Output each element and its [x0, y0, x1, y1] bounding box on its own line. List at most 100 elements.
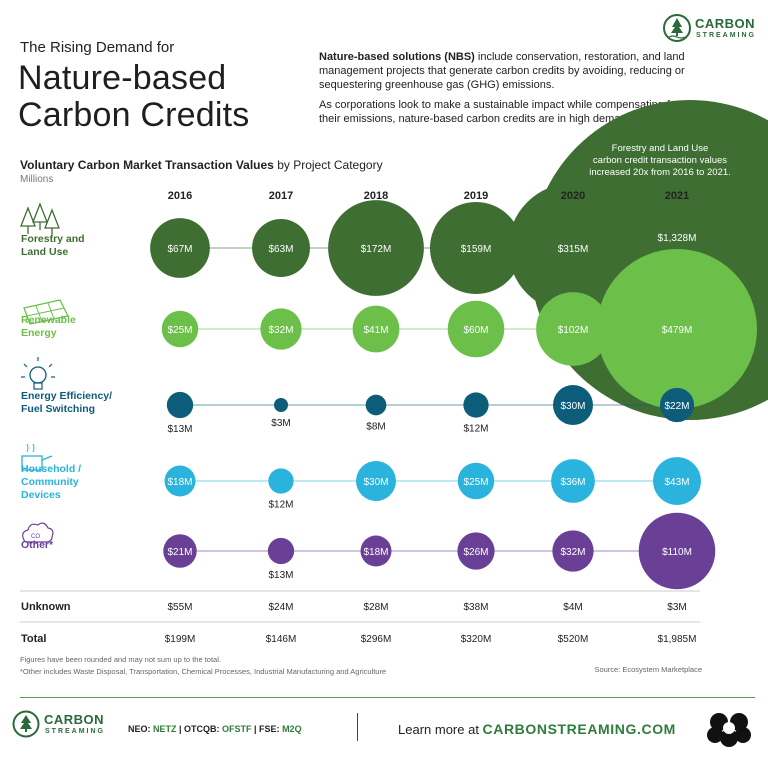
- value-label-0-2021: $1,328M: [658, 233, 697, 244]
- trees-icon: [20, 202, 60, 236]
- brand-logo-footer: CARBON STREAMING: [12, 710, 104, 743]
- value-label-4-2019: $26M: [463, 547, 488, 558]
- year-header-2017: 2017: [269, 190, 293, 202]
- unknown-value-2019: $38M: [463, 602, 488, 613]
- ticker-neo-label: NEO:: [128, 724, 154, 734]
- year-header-2019: 2019: [464, 190, 488, 202]
- bubble-4-2020: [552, 530, 594, 572]
- value-label-1-2020: $102M: [558, 325, 589, 336]
- value-label-2-2017: $3M: [271, 418, 290, 429]
- row-headers: 2016 2017 2018 2019 2020 2021 Forestry andLand…: [21, 190, 689, 645]
- category-label-0-0: Forestry and: [21, 233, 85, 245]
- footer-brand-sub: STREAMING: [45, 728, 105, 735]
- bubble-2-2021: [659, 387, 695, 423]
- bubble-3-2017: [268, 468, 294, 494]
- solar-panel-icon: [23, 299, 69, 325]
- category-label-1-1: Energy: [21, 327, 57, 339]
- ticker-otc-label: | OTCQB:: [176, 724, 223, 734]
- year-header-2016: 2016: [168, 190, 192, 202]
- total-row-label: Total: [21, 633, 46, 645]
- intro-bold: Nature-based solutions (NBS): [319, 51, 475, 63]
- footer-divider: [20, 697, 755, 698]
- footnote-rounding: Figures have been rounded and may not su…: [20, 655, 221, 664]
- learn-label: Learn more at: [398, 722, 483, 737]
- brand-word: CARBON: [695, 16, 756, 31]
- bubble-0-2017: [252, 219, 310, 277]
- value-label-0-2019: $159M: [461, 244, 492, 255]
- value-label-4-2016: $21M: [167, 547, 192, 558]
- bubble-4-2018: [360, 535, 392, 567]
- bubble-4-2021: [638, 512, 716, 590]
- value-label-4-2020: $32M: [560, 547, 585, 558]
- intro-rest: include conservation, restoration, and l…: [319, 51, 685, 91]
- value-label-3-2019: $25M: [463, 477, 488, 488]
- intro-paragraph-1: Nature-based solutions (NBS) include con…: [319, 50, 689, 92]
- co2-text: CO: [31, 534, 40, 540]
- chart-title: Voluntary Carbon Market Transaction Valu…: [20, 158, 383, 172]
- ticker-fse: M2Q: [282, 724, 302, 734]
- visual-capitalist-logo-icon: [707, 713, 751, 747]
- value-label-3-2018: $30M: [363, 477, 388, 488]
- value-label-2-2018: $8M: [366, 421, 385, 432]
- bubble-chart: $67M $63M $172M $159M $315M $1,328M $25M $32M $4…: [20, 100, 768, 645]
- unknown-value-2017: $24M: [268, 602, 293, 613]
- bubble-2-2019: [463, 392, 489, 418]
- total-value-2016: $199M: [165, 634, 196, 645]
- brand-sub: STREAMING: [696, 32, 756, 39]
- callout-line-2: increased 20x from 2016 to 2021.: [589, 167, 731, 178]
- page-title: Nature-based Carbon Credits: [18, 60, 249, 134]
- learn-more: Learn more at CARBONSTREAMING.COM: [398, 721, 676, 737]
- value-label-4-2018: $18M: [363, 547, 388, 558]
- value-label-3-2021: $43M: [664, 477, 689, 488]
- bubble-0-2019: [429, 201, 523, 295]
- value-label-3-2020: $36M: [560, 477, 585, 488]
- value-label-4-2021: $110M: [662, 547, 692, 558]
- bubble-1-2016: [161, 310, 199, 348]
- title-line-1: Nature-based: [18, 59, 227, 97]
- year-header-2018: 2018: [364, 190, 388, 202]
- value-label-4-2017: $13M: [268, 570, 293, 581]
- year-header-2021: 2021: [665, 190, 689, 202]
- callout-line-0: Forestry and Land Use: [612, 143, 709, 154]
- bubble-3-2020: [551, 459, 595, 503]
- value-label-0-2017: $63M: [268, 244, 293, 255]
- bubble-3-2018: [356, 461, 396, 501]
- value-label-0-2018: $172M: [361, 244, 392, 255]
- bubble-1-2020: [536, 292, 610, 366]
- bubble-4-2017: [267, 537, 295, 565]
- value-label-0-2020: $315M: [558, 244, 589, 255]
- value-label-1-2016: $25M: [167, 325, 192, 336]
- bubble-2-2018: [365, 394, 387, 416]
- total-value-2018: $296M: [361, 634, 392, 645]
- category-label-2-0: Energy Efficiency/: [21, 390, 112, 402]
- chart-title-bold: Voluntary Carbon Market Transaction Valu…: [20, 158, 274, 172]
- bubble-4-2019: [457, 532, 495, 570]
- value-label-1-2021: $479M: [662, 325, 693, 336]
- value-label-1-2018: $41M: [363, 325, 388, 336]
- chart-units: Millions: [20, 174, 54, 185]
- bubble-0-2020: [508, 183, 638, 313]
- category-label-3-0: Household /: [21, 463, 81, 475]
- pretitle: The Rising Demand for: [20, 39, 175, 56]
- value-label-2-2021: $22M: [664, 401, 689, 412]
- brand-logo-header: CARBON STREAMING: [663, 13, 758, 48]
- bubble-2-2017: [274, 398, 288, 412]
- value-label-3-2017: $12M: [268, 500, 293, 511]
- unknown-row-label: Unknown: [21, 601, 71, 613]
- bubble-2-2020: [553, 385, 593, 425]
- ticker-fse-label: | FSE:: [251, 724, 283, 734]
- stock-tickers: NEO: NETZ | OTCQB: OFSTF | FSE: M2Q: [128, 724, 302, 734]
- value-label-0-2016: $67M: [167, 244, 192, 255]
- value-label-2-2019: $12M: [463, 424, 488, 435]
- unknown-value-2018: $28M: [363, 602, 388, 613]
- website-link[interactable]: CARBONSTREAMING.COM: [482, 721, 676, 737]
- total-value-2017: $146M: [266, 634, 297, 645]
- title-line-2: Carbon Credits: [18, 96, 250, 134]
- bubble-labels: $67M $63M $172M $159M $315M $1,328M $25M $32M $4…: [165, 143, 731, 645]
- carbon-streaming-logo-icon: [663, 14, 691, 42]
- bubble-3-2019: [457, 462, 495, 500]
- total-value-2019: $320M: [461, 634, 492, 645]
- value-label-1-2019: $60M: [463, 325, 488, 336]
- bubbles: [150, 183, 757, 590]
- bubble-1-2018: [352, 305, 400, 353]
